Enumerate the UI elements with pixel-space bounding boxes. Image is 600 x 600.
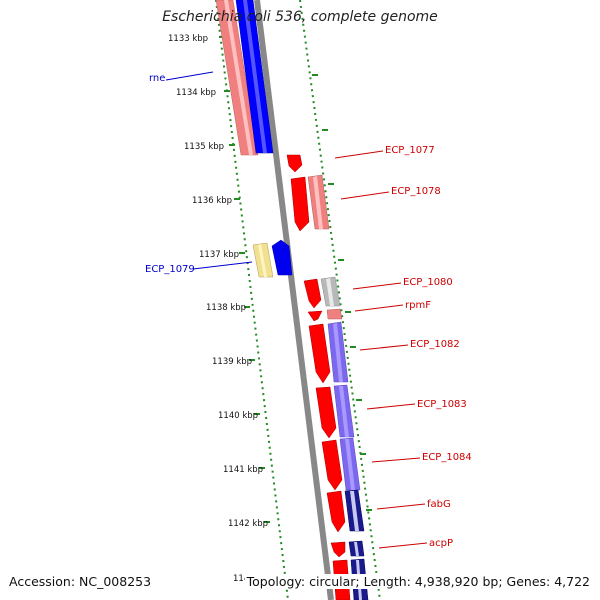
dotted-track-right xyxy=(299,0,381,600)
tick-label: 1133 kbp xyxy=(168,34,208,44)
gene-label-ECP_1079[interactable]: ECP_1079 xyxy=(145,264,195,275)
gene-ECP_1078-red[interactable] xyxy=(290,176,310,232)
leader-ECP_1082 xyxy=(359,344,409,351)
gene-ECP_1084-red[interactable] xyxy=(321,439,343,491)
gene-acpP-red[interactable] xyxy=(330,541,346,558)
leader-rne xyxy=(165,71,214,81)
gene-ECP_1083-red[interactable] xyxy=(315,386,337,439)
gene-label-ECP_1082[interactable]: ECP_1082 xyxy=(410,339,460,350)
gene-ECP_1080-gray-hl xyxy=(326,278,334,306)
gene-label-ECP_1084[interactable]: ECP_1084 xyxy=(422,452,472,463)
genome-backbone xyxy=(254,0,334,600)
leader-ECP_1079 xyxy=(192,261,253,270)
tick-label: 1135 kbp xyxy=(184,142,224,152)
gene-label-ECP_1078[interactable]: ECP_1078 xyxy=(391,186,441,197)
map-title: Escherichia coli 536, complete genome xyxy=(162,9,438,25)
tick-label: 1138 kbp xyxy=(206,303,246,313)
gene-ECP_1080-red[interactable] xyxy=(303,278,322,309)
gene-label-rpmF[interactable]: rpmF xyxy=(405,300,431,311)
gene-label-rne[interactable]: rne xyxy=(149,73,165,84)
genome-summary-text: Topology: circular; Length: 4,938,920 bp… xyxy=(244,574,592,589)
gene-ECP_1078-pink-hl xyxy=(313,176,323,229)
gene-fabG-red[interactable] xyxy=(326,490,346,533)
leader-ECP_1084 xyxy=(371,457,421,463)
gene-rpmF-red[interactable] xyxy=(307,310,323,322)
gene-ECP_1077[interactable] xyxy=(286,154,303,173)
leader-rpmF xyxy=(354,304,404,312)
leader-ECP_1078 xyxy=(340,191,390,200)
tick-label: 1140 kbp xyxy=(218,411,258,421)
leader-acpP xyxy=(378,542,428,549)
leader-ECP_1083 xyxy=(366,403,416,410)
tick-label: 1134 kbp xyxy=(176,88,216,98)
gene-rne-highlight xyxy=(224,0,253,155)
tick-label: 1139 kbp xyxy=(212,357,252,367)
tick-label: 1136 kbp xyxy=(192,196,232,206)
gene-label-ECP_1077[interactable]: ECP_1077 xyxy=(385,145,435,156)
leader-ECP_1080 xyxy=(352,282,402,290)
gene-rpmF-pink[interactable] xyxy=(326,308,343,320)
gene-fabG-navy-hl xyxy=(350,491,359,531)
gene-label-ECP_1080[interactable]: ECP_1080 xyxy=(403,277,453,288)
gene-rne-blue-highlight xyxy=(243,0,267,153)
gene-ECP_1084-purple-hl xyxy=(345,439,355,490)
tick-label: 1137 kbp xyxy=(199,250,239,260)
leader-fabG xyxy=(376,503,426,510)
tick-label: 1141 kbp xyxy=(223,465,263,475)
accession-text: Accession: NC_008253 xyxy=(7,574,154,589)
gene-ECP_1079-blue[interactable] xyxy=(271,239,293,276)
leader-ECP_1077 xyxy=(334,150,384,159)
scale-ticks xyxy=(219,36,372,578)
gene-ECP_1083-purple-hl xyxy=(339,386,349,437)
leader-lines xyxy=(165,71,428,549)
gene-acpP-navy-hl xyxy=(354,542,359,556)
tick-label: 1142 kbp xyxy=(228,519,268,529)
gene-ECP_1082-purple-hl xyxy=(333,323,343,382)
gene-label-acpP[interactable]: acpP xyxy=(429,538,453,549)
gene-ECP_1079-yellow-hl xyxy=(258,244,267,277)
gene-label-fabG[interactable]: fabG xyxy=(427,499,451,510)
gene-ECP_1082-red[interactable] xyxy=(308,323,331,384)
gene-label-ECP_1083[interactable]: ECP_1083 xyxy=(417,399,467,410)
